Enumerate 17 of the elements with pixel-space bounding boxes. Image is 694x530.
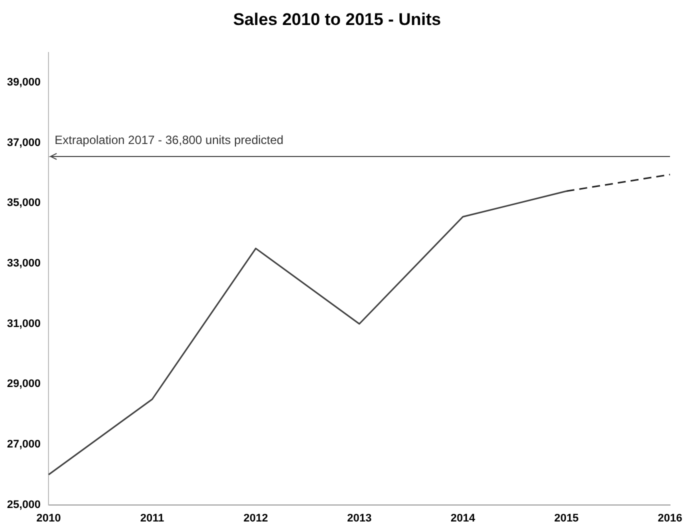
y-tick-label: 27,000 xyxy=(6,438,41,451)
x-tick-label: 2012 xyxy=(244,512,268,524)
x-tick-label: 2016 xyxy=(658,512,682,524)
x-tick-label: 2015 xyxy=(554,512,579,524)
y-tick-label: 31,000 xyxy=(6,318,41,330)
x-tick-label: 2014 xyxy=(450,512,476,524)
y-tick-label: 35,000 xyxy=(6,197,41,210)
ref-line-label: Extrapolation 2017 - 36,800 units predicted xyxy=(54,132,284,147)
x-tick-label: 2010 xyxy=(36,512,61,524)
x-tick-label: 2013 xyxy=(347,512,372,524)
x-tick-label: 2011 xyxy=(140,512,164,524)
y-tick-label: 25,000 xyxy=(6,498,41,511)
y-tick-label: 39,000 xyxy=(6,76,41,89)
y-tick-label: 33,000 xyxy=(6,258,41,270)
y-tick-label: 37,000 xyxy=(6,136,41,149)
chart-title: Sales 2010 to 2015 - Units xyxy=(233,10,441,29)
y-tick-label: 29,000 xyxy=(6,378,41,390)
